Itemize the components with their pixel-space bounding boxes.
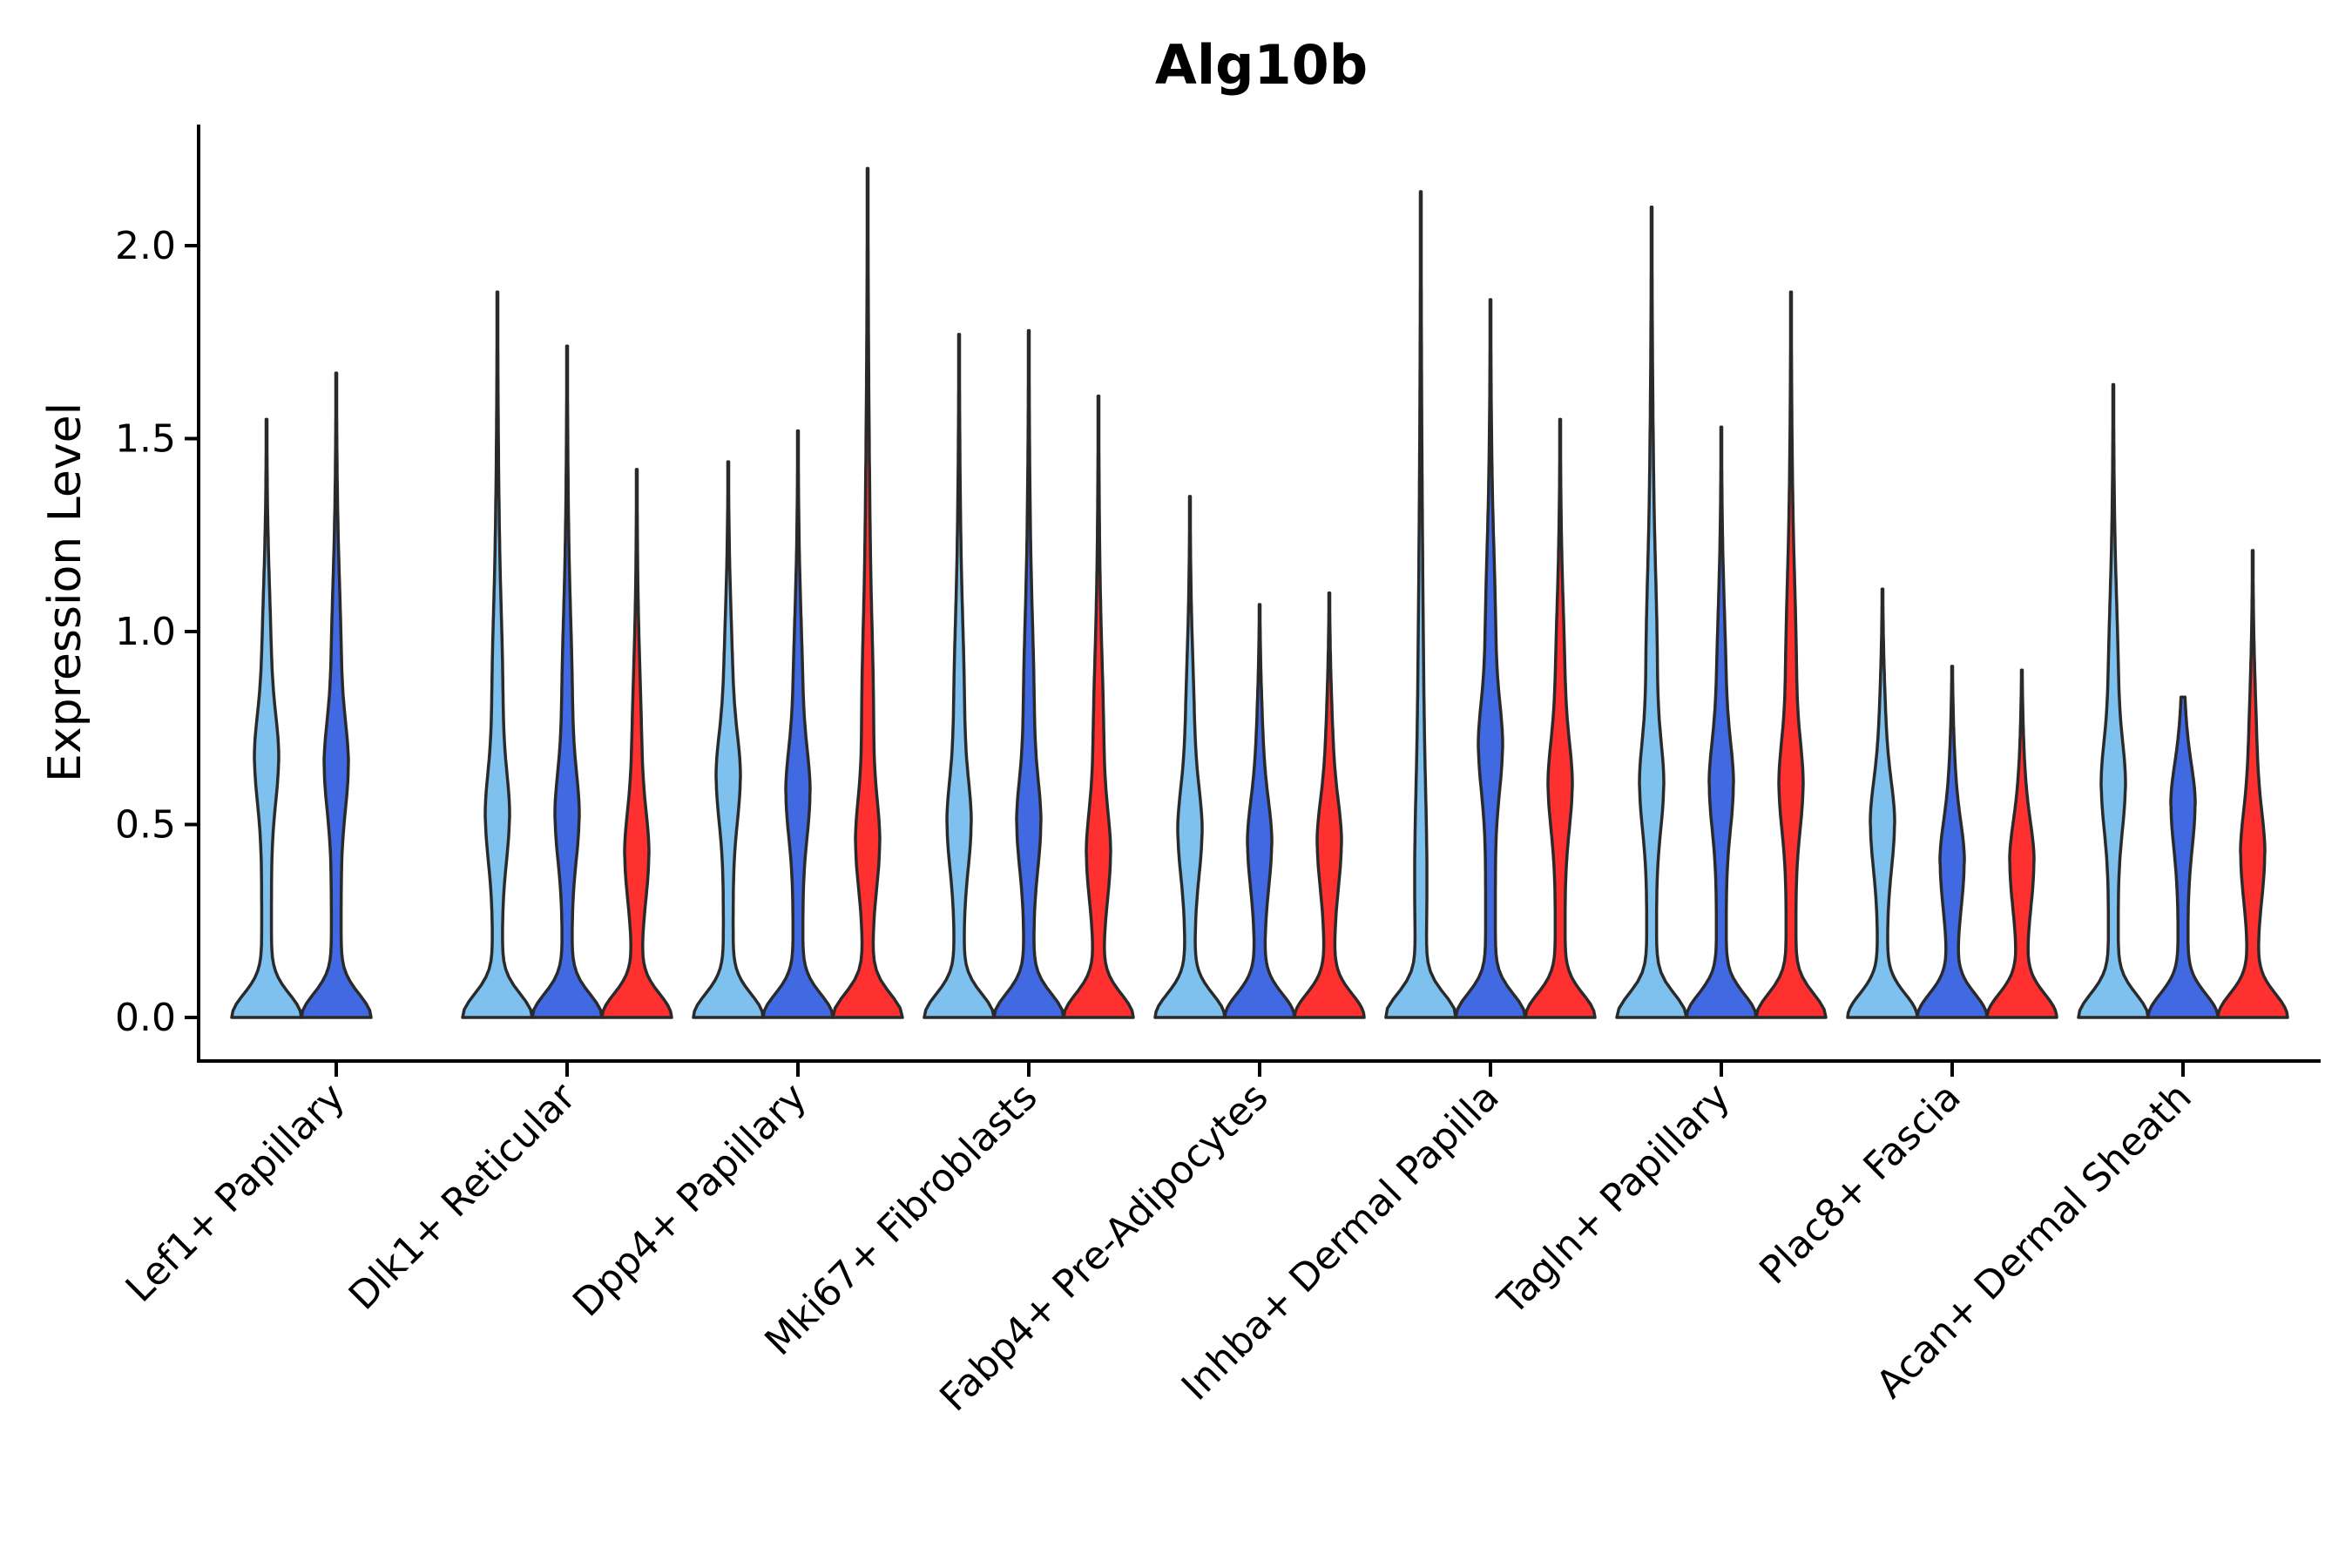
y-axis-label: Expression Level xyxy=(39,402,91,782)
violin-1 xyxy=(1615,205,1688,1019)
y-tick-label: 1.5 xyxy=(115,417,176,462)
violin-3 xyxy=(1062,395,1135,1019)
violin-3 xyxy=(2216,549,2289,1019)
y-tick-label: 0.5 xyxy=(115,803,176,848)
violin-1 xyxy=(2077,382,2150,1019)
violin-2 xyxy=(2146,695,2220,1019)
y-ticks: 0.0 0.5 1.0 1.5 2.0 xyxy=(115,224,199,1040)
violin-3 xyxy=(1524,417,1597,1019)
violin-2 xyxy=(1685,425,1758,1019)
violin-1 xyxy=(461,290,534,1019)
x-tick-label: Tagln+ Papillary xyxy=(1490,1075,1739,1324)
violin-3 xyxy=(1293,591,1366,1019)
violins xyxy=(230,166,2289,1019)
x-tick-label: Dpp4+ Papillary xyxy=(564,1075,815,1326)
violin-2 xyxy=(1223,603,1296,1019)
x-tick-label: Dlk1+ Reticular xyxy=(341,1074,585,1319)
violin-1 xyxy=(1846,587,1919,1019)
violin-3 xyxy=(600,468,673,1019)
violin-1 xyxy=(692,460,765,1019)
y-tick-label: 2.0 xyxy=(115,224,176,268)
y-tick-label: 0.0 xyxy=(115,996,176,1040)
violin-2 xyxy=(1454,298,1527,1019)
violin-2 xyxy=(531,344,604,1019)
violin-3 xyxy=(1985,668,2058,1019)
violin-1 xyxy=(1384,190,1457,1019)
x-tick-label: Lef1+ Papillary xyxy=(118,1075,354,1311)
violin-2 xyxy=(992,328,1065,1019)
violin-2 xyxy=(761,429,835,1019)
violin-3 xyxy=(831,166,904,1019)
chart-title: Alg10b xyxy=(1155,33,1368,97)
violin-3 xyxy=(1754,290,1828,1019)
violin-1 xyxy=(1153,495,1227,1019)
violin-2 xyxy=(1916,665,1989,1019)
violin-1 xyxy=(230,417,303,1019)
violin-2 xyxy=(300,371,373,1019)
violin-1 xyxy=(923,333,996,1019)
y-tick-label: 1.0 xyxy=(115,610,176,654)
x-tick-label: Plac8+ Fascia xyxy=(1751,1075,1970,1294)
